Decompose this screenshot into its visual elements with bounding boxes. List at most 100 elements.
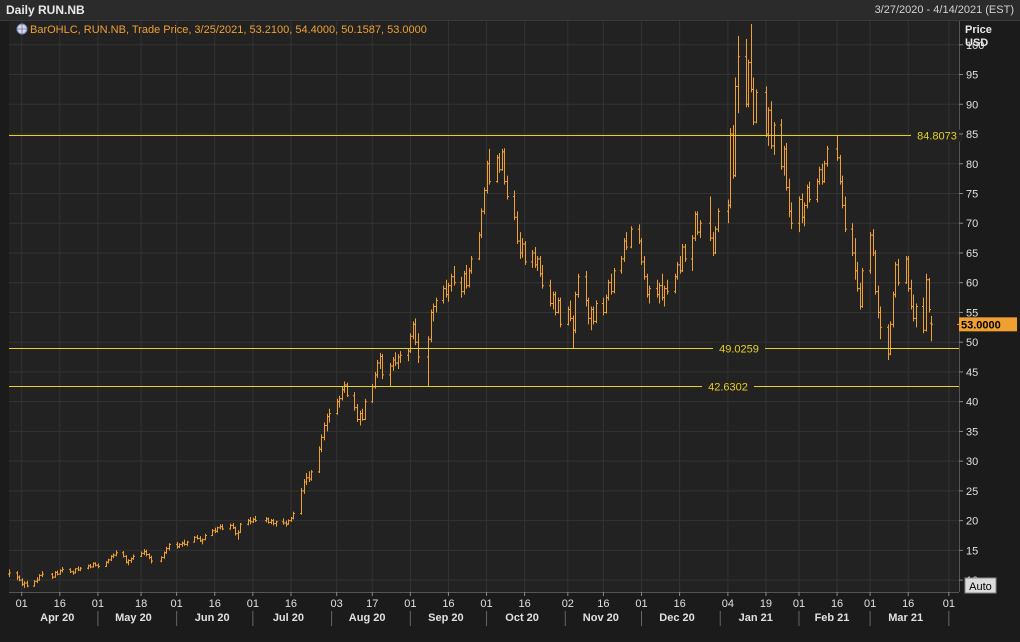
ohlc-bar	[928, 277, 931, 313]
ohlc-bar	[364, 398, 367, 421]
ohlc-bar	[51, 572, 54, 579]
ohlc-bar	[409, 333, 412, 353]
ohlc-bar	[785, 142, 788, 191]
ohlc-bar	[343, 381, 346, 393]
ohlc-bar	[140, 551, 143, 557]
ohlc-bar	[907, 255, 910, 292]
ohlc-bar	[681, 244, 684, 273]
x-tick-label: 17	[366, 598, 378, 610]
ohlc-bar	[178, 543, 181, 548]
x-axis-panel	[0, 592, 1020, 642]
x-tick-label: 16	[285, 598, 297, 610]
level-label-bg	[702, 380, 754, 393]
ohlc-bar	[165, 546, 168, 554]
ohlc-bar	[399, 351, 402, 364]
ohlc-bar	[755, 89, 758, 124]
ohlc-bar	[267, 517, 270, 524]
x-tick-label: 16	[442, 598, 454, 610]
ohlc-bar	[150, 555, 153, 564]
ohlc-bar	[94, 562, 97, 567]
y-tick-label: 45	[966, 367, 978, 379]
ohlc-bar	[435, 297, 438, 313]
ohlc-bar	[18, 575, 21, 582]
month-label: Apr 20	[40, 612, 74, 624]
last-price-label: 53.0000	[961, 319, 1001, 331]
x-tick-label: 01	[635, 598, 647, 610]
ohlc-bar	[480, 208, 483, 239]
ohlc-bar	[254, 515, 257, 522]
ohlc-bar	[861, 267, 864, 308]
x-tick-label: 01	[247, 598, 259, 610]
ohlc-bar	[752, 77, 755, 126]
ohlc-bar	[432, 303, 435, 322]
ohlc-bar	[897, 258, 900, 286]
ohlc-bar	[503, 148, 506, 185]
ohlc-bar	[869, 232, 872, 274]
ohlc-bar	[925, 273, 928, 332]
ohlc-bar	[663, 285, 666, 307]
ohlc-bar	[376, 360, 379, 378]
plot-area[interactable]	[9, 21, 959, 592]
auto-button-label[interactable]: Auto	[969, 581, 992, 593]
y-tick-label: 80	[966, 159, 978, 171]
ohlc-bar	[625, 232, 628, 250]
x-tick-label: 16	[54, 598, 66, 610]
x-tick-label: 03	[331, 598, 343, 610]
ohlc-bar	[229, 523, 232, 530]
ohlc-bar	[127, 559, 130, 566]
ohlc-bar	[889, 321, 892, 356]
ohlc-bar	[97, 563, 100, 569]
x-tick-label: 16	[902, 598, 914, 610]
ohlc-bar	[41, 571, 44, 578]
ohlc-bar	[808, 181, 811, 203]
ohlc-bar	[554, 291, 557, 316]
legend[interactable]: BarOHLC, RUN.NB, Trade Price, 3/25/2021,…	[16, 23, 427, 36]
ohlc-bar	[549, 279, 552, 307]
ohlc-bar	[894, 261, 897, 298]
ohlc-bar	[8, 569, 11, 578]
ohlc-bar	[292, 511, 295, 520]
ohlc-bar	[531, 249, 534, 268]
y-axis-title-price: Price	[965, 24, 992, 36]
level-lines: 84.8073 49.0259 42.6302	[9, 129, 963, 394]
ohlc-bar	[541, 264, 544, 289]
ohlc-bar	[183, 539, 186, 546]
x-tick-label: 01	[864, 598, 876, 610]
ohlc-bar	[536, 255, 539, 271]
level-label: 84.8073	[917, 131, 957, 143]
ohlc-bar	[346, 382, 349, 397]
ohlc-bar	[132, 554, 135, 560]
ohlc-bar	[381, 354, 384, 380]
ohlc-bar	[658, 282, 661, 304]
last-price-tag-bg	[959, 317, 1017, 332]
y-tick-label: 25	[966, 486, 978, 498]
month-label: Oct 20	[505, 612, 539, 624]
month-label: Jul 20	[273, 612, 304, 624]
ohlc-bar	[790, 202, 793, 230]
ohlc-bar	[818, 166, 821, 185]
ohlc-bar	[620, 255, 623, 274]
y-tick-label: 90	[966, 99, 978, 111]
ohlc-bar	[912, 294, 915, 322]
ohlc-bar	[38, 574, 41, 581]
ohlc-bar	[338, 395, 341, 408]
ohlc-bar	[506, 175, 509, 200]
ohlc-bar	[643, 255, 646, 280]
ohlc-bar	[648, 285, 651, 304]
ohlc-bar	[186, 540, 189, 547]
y-tick-label: 35	[966, 426, 978, 438]
month-label: Dec 20	[659, 612, 694, 624]
x-tick-label: 04	[722, 598, 734, 610]
legend-text: BarOHLC, RUN.NB, Trade Price, 3/25/2021,…	[30, 24, 427, 36]
ohlc-bar	[767, 107, 770, 146]
level-label-bg	[713, 342, 765, 355]
x-axis: 01 16 01 18 01 16 01 16 03 17 01 16 01 16 02 16 01 16 04 19…	[16, 592, 955, 626]
ohlc-bar	[450, 273, 453, 292]
month-label: Aug 20	[349, 612, 386, 624]
title-bar: Daily RUN.NB 3/27/2020 - 4/14/2021 (EST)	[0, 0, 1020, 21]
ohlc-bar	[737, 35, 740, 114]
ohlc-bar	[221, 524, 224, 531]
auto-button[interactable]: Auto	[964, 577, 997, 594]
ohlc-bar	[61, 567, 64, 573]
